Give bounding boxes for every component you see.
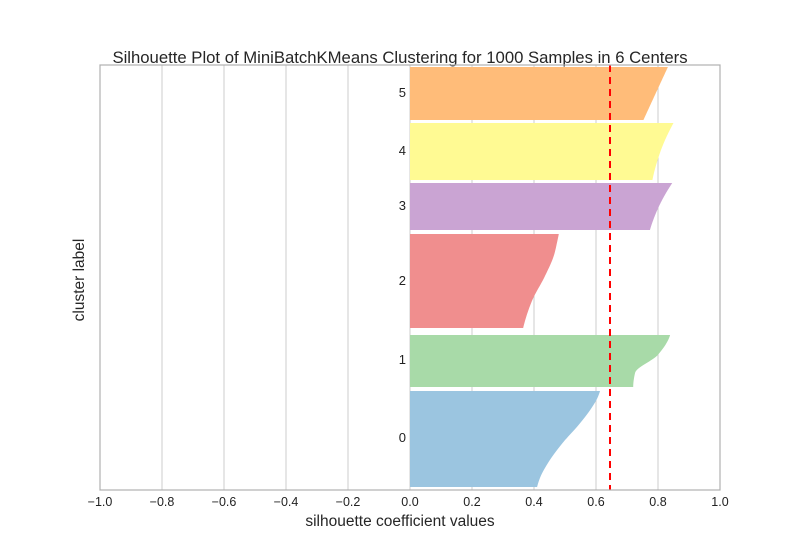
svg-text:0.2: 0.2 — [463, 495, 480, 509]
svg-text:−0.2: −0.2 — [336, 495, 361, 509]
svg-text:0: 0 — [399, 430, 406, 445]
svg-text:−1.0: −1.0 — [88, 495, 113, 509]
svg-text:0.4: 0.4 — [525, 495, 542, 509]
svg-text:5: 5 — [399, 85, 406, 100]
svg-text:−0.4: −0.4 — [274, 495, 299, 509]
svg-text:4: 4 — [399, 143, 406, 158]
svg-text:0.8: 0.8 — [649, 495, 666, 509]
svg-text:0.6: 0.6 — [587, 495, 604, 509]
svg-text:2: 2 — [399, 273, 406, 288]
svg-text:−0.6: −0.6 — [212, 495, 237, 509]
svg-text:1.0: 1.0 — [711, 495, 728, 509]
svg-text:−0.8: −0.8 — [150, 495, 175, 509]
svg-text:3: 3 — [399, 198, 406, 213]
svg-text:1: 1 — [399, 352, 406, 367]
svg-text:0.0: 0.0 — [401, 495, 418, 509]
